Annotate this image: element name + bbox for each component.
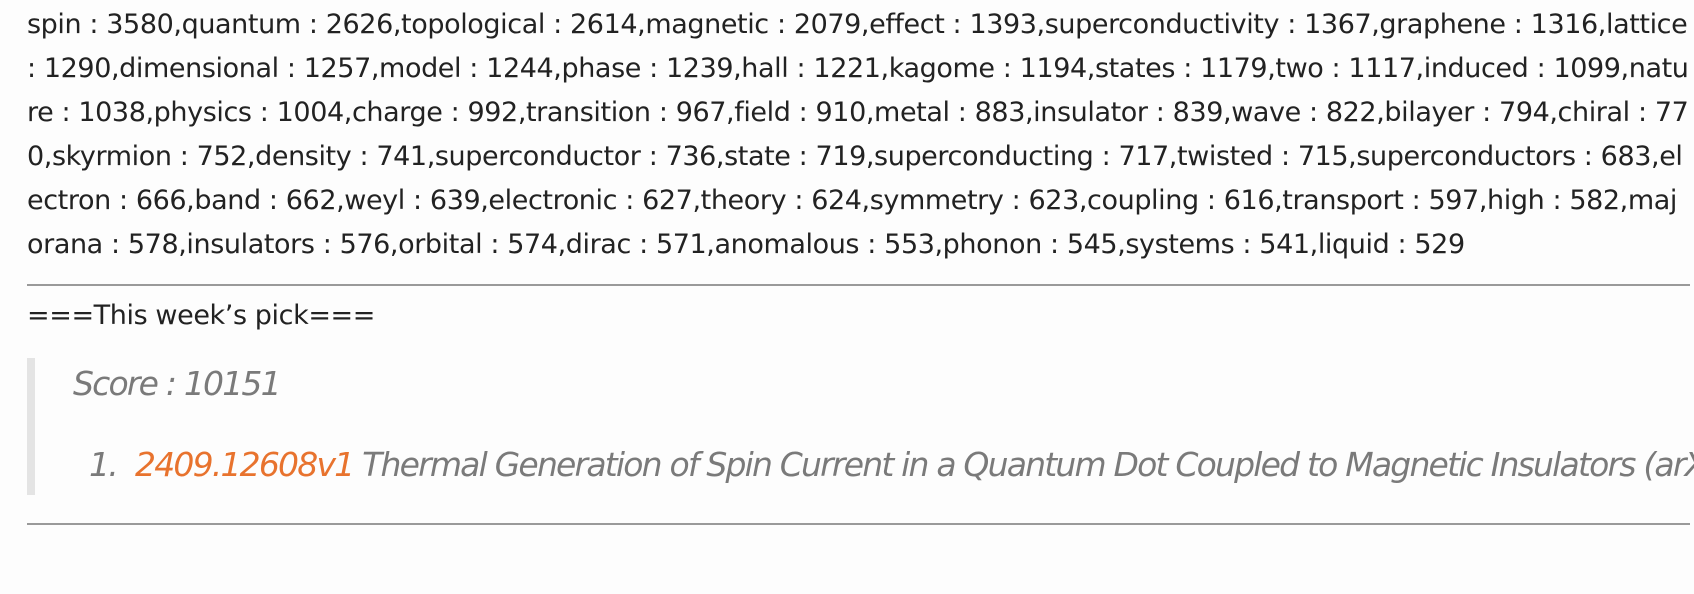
pick-paper-number: 1. — [89, 445, 119, 484]
keyword-frequency-list: spin : 3580,quantum : 2626,topological :… — [27, 9, 1689, 260]
pick-paper-list: 1. 2409.12608v1 Thermal Generation of Spi… — [89, 443, 1694, 487]
pick-paper-title: Thermal Generation of Spin Current in a … — [362, 445, 1694, 484]
pick-paper-item: 1. 2409.12608v1 Thermal Generation of Spi… — [89, 443, 1694, 487]
arxiv-id-link[interactable]: 2409.12608v1 — [135, 445, 355, 484]
pick-score: Score : 10151 — [73, 364, 282, 403]
divider-bottom — [27, 523, 1690, 525]
divider-top — [27, 284, 1690, 286]
page-content: spin : 3580,quantum : 2626,topological :… — [27, 0, 1694, 525]
weekly-pick-heading: ===This week’s pick=== — [27, 300, 375, 331]
weekly-pick-blockquote: Score : 10151 1. 2409.12608v1 Thermal Gen… — [27, 358, 1694, 495]
